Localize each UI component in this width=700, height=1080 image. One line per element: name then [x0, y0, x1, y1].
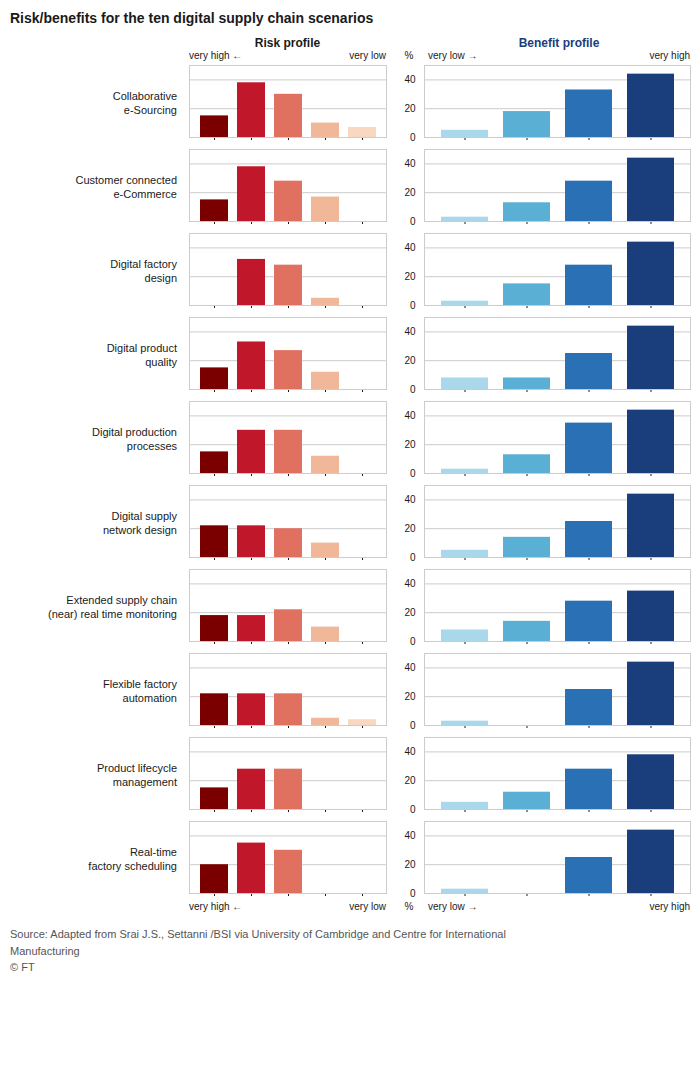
svg-text:40: 40: [404, 662, 416, 673]
html-text:very low →: very low →: [428, 901, 478, 912]
html-text:Flexible factory automation: Flexible factory automation: [103, 677, 177, 704]
html-text:Product lifecycle management: Product lifecycle management: [96, 761, 177, 788]
svg-text:20: 20: [404, 187, 416, 198]
html-text:Collaborative e-Sourcing: Collaborative e-Sourcing: [112, 89, 177, 116]
svg-text:0: 0: [410, 720, 416, 731]
svg-text:40: 40: [404, 242, 416, 253]
svg-text:0: 0: [410, 552, 416, 563]
svg-text:40: 40: [404, 578, 416, 589]
svg-text:20: 20: [404, 607, 416, 618]
svg-text:40: 40: [404, 158, 416, 169]
svg-text:0: 0: [410, 216, 416, 227]
html-text:very low →: very low →: [428, 50, 478, 61]
html-text:Real-time factory scheduling: Real-time factory scheduling: [88, 845, 177, 872]
svg-text:0: 0: [410, 636, 416, 647]
svg-text:0: 0: [410, 804, 416, 815]
svg-text:0: 0: [410, 468, 416, 479]
svg-text:40: 40: [404, 74, 416, 85]
html-text:Extended supply chain (near) r: Extended supply chain (near) real time m…: [48, 593, 177, 620]
html-text:Customer connected e-Commerce: Customer connected e-Commerce: [75, 173, 177, 200]
html-text:Digital product quality: Digital product quality: [106, 341, 177, 368]
svg-text:40: 40: [404, 494, 416, 505]
svg-text:20: 20: [404, 439, 416, 450]
svg-text:0: 0: [410, 384, 416, 395]
svg-text:40: 40: [404, 746, 416, 757]
html-text:Risk profile: Risk profile: [254, 36, 321, 50]
svg-text:40: 40: [404, 830, 416, 841]
html-text:very low: very low: [349, 901, 386, 912]
svg-text:0: 0: [410, 888, 416, 899]
svg-text:20: 20: [404, 859, 416, 870]
html-text:Digital factory design: Digital factory design: [110, 257, 177, 284]
svg-text:40: 40: [404, 326, 416, 337]
html-text:very low: very low: [349, 50, 386, 61]
html-text:very high ←: very high ←: [189, 50, 243, 61]
svg-text:0: 0: [410, 132, 416, 143]
html-text:very high: very high: [649, 901, 690, 912]
html-text:Benefit profile: Benefit profile: [518, 36, 600, 50]
svg-text:20: 20: [404, 355, 416, 366]
html-text:very high ←: very high ←: [189, 901, 243, 912]
svg-text:20: 20: [404, 775, 416, 786]
html-text:Digital production processes: Digital production processes: [92, 425, 177, 452]
svg-text:0: 0: [410, 300, 416, 311]
svg-text:20: 20: [404, 103, 416, 114]
svg-text:20: 20: [404, 523, 416, 534]
html-text:Source: Adapted from Srai J.S.: Source: Adapted from Srai J.S., Settanni…: [10, 928, 506, 973]
html-text:Digital supply network design: Digital supply network design: [103, 509, 177, 536]
svg-text:20: 20: [404, 691, 416, 702]
html-text:very high: very high: [649, 50, 690, 61]
html-text:Risk/benefits for the ten digi: Risk/benefits for the ten digital supply…: [10, 10, 374, 26]
svg-text:40: 40: [404, 410, 416, 421]
svg-text:20: 20: [404, 271, 416, 282]
